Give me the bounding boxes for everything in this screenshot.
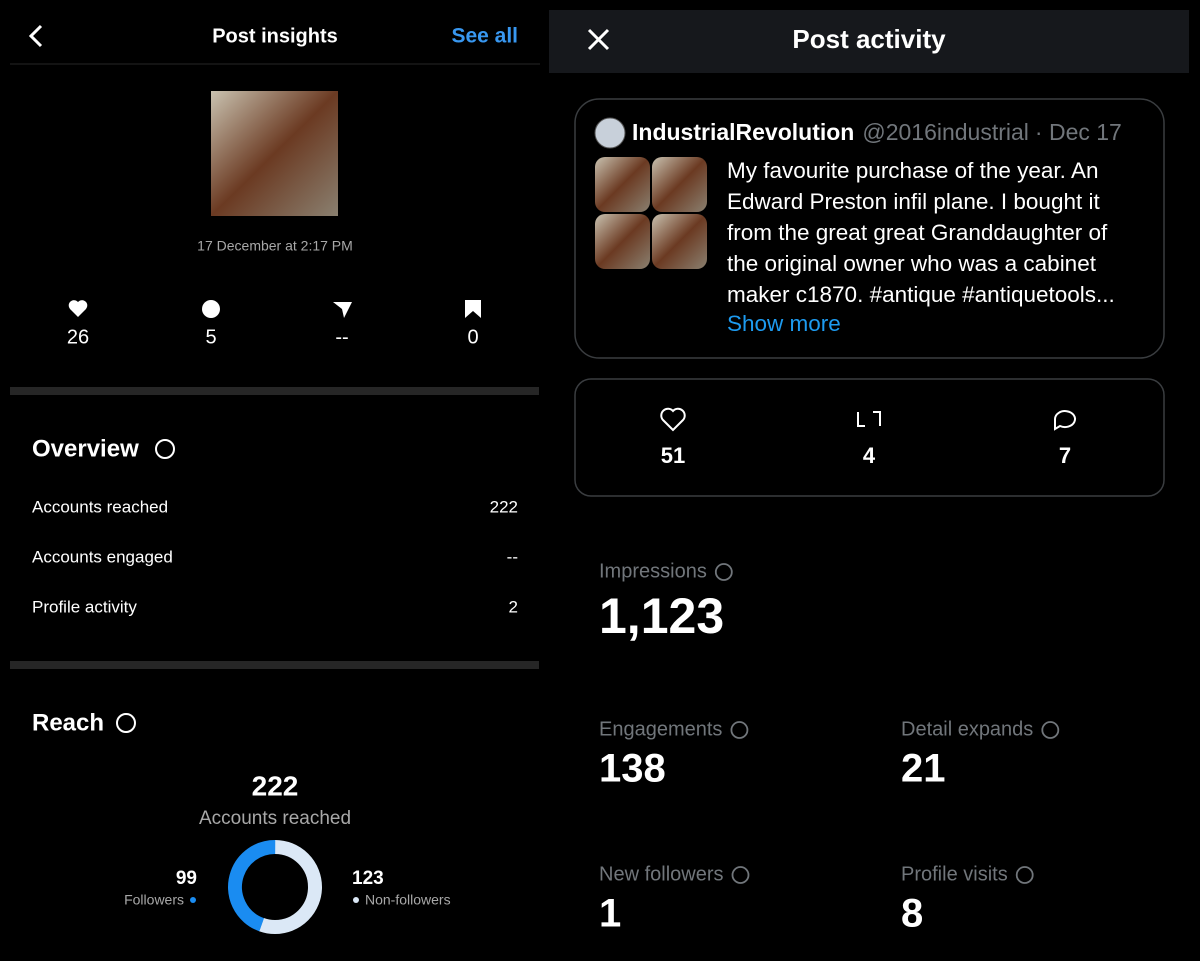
- followers-label: Followers: [124, 892, 184, 908]
- section-divider: [10, 661, 539, 669]
- info-icon[interactable]: [1041, 721, 1060, 739]
- metric-label: Impressions: [599, 560, 707, 582]
- post-text-line: the original owner who was a cabinet: [727, 251, 1097, 276]
- section-title: Reach: [32, 709, 104, 736]
- engagement-icons: [660, 407, 1076, 432]
- metric-label: Engagements: [599, 718, 722, 740]
- non-followers-value: 123: [352, 868, 384, 889]
- row-value: --: [507, 547, 518, 566]
- header-title: Post activity: [792, 24, 946, 54]
- stat-value: 5: [205, 326, 216, 348]
- close-button[interactable]: [587, 28, 610, 51]
- handle: @2016industrial: [862, 119, 1029, 145]
- post-text-line: from the great great Granddaughter of: [727, 220, 1108, 245]
- info-icon[interactable]: [714, 563, 733, 581]
- non-followers-label: Non-followers: [365, 892, 451, 908]
- back-button[interactable]: [28, 24, 43, 48]
- show-more[interactable]: Show more: [727, 311, 841, 336]
- section-title: Overview: [32, 435, 139, 462]
- stat-icons: [68, 300, 481, 318]
- row-label: Accounts reached: [32, 497, 168, 516]
- metric-value: 138: [599, 747, 666, 791]
- stat-value: 0: [467, 326, 478, 348]
- reach-total-label: Accounts reached: [199, 808, 351, 829]
- info-icon[interactable]: [730, 721, 749, 739]
- metric-value: 1,123: [599, 588, 724, 644]
- post-text: My favourite purchase of the year. An Edw…: [727, 158, 1115, 307]
- legend-dot: [353, 897, 359, 903]
- see-all[interactable]: See all: [451, 25, 518, 48]
- header-title: Post insights: [212, 25, 338, 47]
- dynamic: 26 5 -- 0 Accounts reached 222 Accounts engage…: [32, 326, 1071, 934]
- metric-label: Detail expands: [901, 718, 1033, 740]
- info-icon[interactable]: [1015, 866, 1034, 884]
- post-text-line: My favourite purchase of the year. An: [727, 158, 1098, 183]
- info-icon[interactable]: [731, 866, 750, 884]
- engagement-value: 4: [863, 443, 876, 468]
- header-bar: [549, 10, 1189, 73]
- author: IndustrialRevolution: [632, 119, 854, 145]
- engagement-card: [574, 378, 1165, 497]
- metrics: Impressions 1,123 Engagements 138 Detail exp…: [599, 560, 1060, 936]
- info-icon[interactable]: [155, 439, 175, 459]
- metric-value: 1: [599, 892, 621, 936]
- stat-value: 26: [67, 326, 89, 348]
- stat-value: --: [335, 326, 348, 348]
- reach-total: 222: [252, 770, 299, 801]
- metric-label: Profile visits: [901, 863, 1008, 885]
- post-date: 17 December at 2:17 PM: [197, 238, 353, 254]
- metric-value: 21: [901, 747, 946, 791]
- engagement-value: 7: [1059, 443, 1071, 468]
- section-divider: [10, 387, 539, 395]
- legend-dot: [190, 897, 196, 903]
- info-icon[interactable]: [116, 713, 136, 733]
- followers-value: 99: [176, 868, 197, 889]
- donut-followers: [227, 840, 322, 934]
- row-value: 222: [490, 497, 518, 516]
- row-value: 2: [509, 597, 518, 616]
- post-byline: IndustrialRevolution @2016industrial · Dec…: [632, 119, 1122, 145]
- date: · Dec 17: [1035, 119, 1122, 145]
- engagement-value: 51: [661, 443, 685, 468]
- avatar: [594, 117, 626, 149]
- post-text-line: Edward Preston infil plane. I bought it: [727, 189, 1100, 214]
- metric-value: 8: [901, 892, 923, 936]
- post-images: [595, 157, 707, 269]
- post-text-line: maker c1870. #antique #antiquetools...: [727, 282, 1115, 307]
- metric-label: New followers: [599, 863, 723, 885]
- post-thumbnail[interactable]: [211, 91, 338, 216]
- row-label: Profile activity: [32, 597, 137, 616]
- row-label: Accounts engaged: [32, 547, 173, 566]
- post-card[interactable]: [574, 98, 1165, 359]
